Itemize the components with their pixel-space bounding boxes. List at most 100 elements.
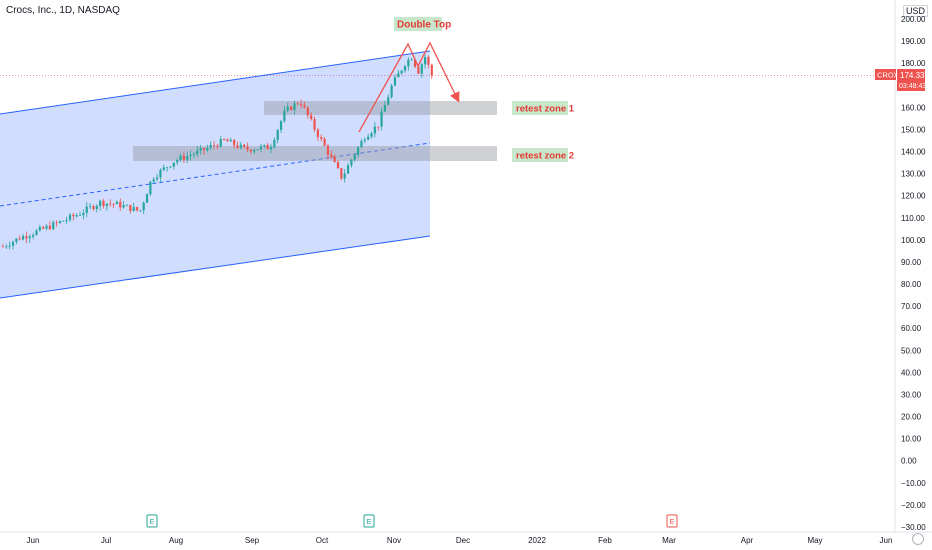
candle-body (156, 177, 159, 180)
candle-body (326, 145, 330, 155)
y-tick-label: −20.00 (901, 501, 926, 510)
settings-icon[interactable] (912, 533, 924, 545)
candle-body (152, 179, 155, 182)
candle-body (45, 225, 48, 229)
candle-body (370, 133, 373, 137)
candle-body (383, 104, 386, 112)
candle-body (38, 227, 41, 231)
currency-label[interactable]: USD (902, 5, 928, 17)
candle-body (78, 215, 82, 216)
candle-body (363, 139, 366, 142)
candle-body (18, 238, 21, 240)
candle-body (424, 57, 427, 65)
candle-body (313, 119, 316, 130)
candle-body (336, 162, 340, 169)
candle-body (35, 230, 38, 235)
y-tick-label: 130.00 (901, 170, 926, 179)
candle-body (249, 149, 252, 152)
candle-body (92, 206, 95, 210)
y-tick-label: 110.00 (901, 214, 925, 223)
candle-body (169, 166, 172, 168)
candle-body (28, 236, 31, 239)
y-tick-label: 10.00 (901, 435, 922, 444)
candle-body (142, 202, 145, 211)
candle-body (256, 149, 259, 151)
candle-body (387, 97, 390, 105)
candle-body (48, 225, 51, 230)
candle-body (189, 155, 192, 157)
candle-body (149, 181, 152, 195)
candle-body (259, 146, 263, 150)
candle-body (202, 147, 206, 151)
candle-body (273, 139, 276, 148)
candle-body (323, 138, 326, 146)
y-tick-label: 80.00 (901, 280, 922, 289)
double-top-label: Double Top (397, 20, 451, 31)
candle-body (413, 59, 417, 67)
channel-lower-line[interactable] (0, 235, 431, 299)
candle-body (296, 103, 299, 105)
time-axis[interactable]: Jun Jul Aug Sep Oct Nov Dec 2022 Feb Mar Apr May Jun (27, 536, 893, 545)
candle-body (243, 144, 246, 147)
candle-body (340, 168, 343, 179)
retest-zone-1-rect[interactable] (264, 101, 497, 115)
candle-body (373, 126, 376, 134)
candle-body (306, 107, 309, 116)
candle-body (407, 59, 410, 67)
candle-body (68, 214, 72, 220)
y-tick-label: 160.00 (901, 103, 926, 112)
candle-body (410, 59, 413, 61)
y-tick-label: 30.00 (901, 390, 922, 399)
channel-median-line[interactable] (0, 142, 431, 207)
candle-body (400, 70, 403, 74)
earnings-marker[interactable] (666, 514, 678, 528)
candle-body (233, 139, 236, 146)
x-tick-label: Nov (387, 536, 401, 545)
y-tick-label: 140.00 (901, 148, 926, 157)
channel-upper-line[interactable] (0, 50, 431, 115)
candle-body (303, 105, 306, 108)
candle-body (129, 205, 132, 212)
chart-title: Crocs, Inc., 1D, NASDAQ (6, 5, 120, 16)
candle-body (65, 219, 68, 222)
candle-body (99, 200, 102, 206)
candle-body (162, 167, 165, 170)
y-tick-label: 200.00 (901, 15, 926, 24)
candle-body (32, 234, 35, 237)
candle-body (102, 200, 105, 207)
symbol-tag-text: CROX (877, 71, 899, 80)
y-tick-label: 100.00 (901, 236, 926, 245)
earnings-marker[interactable] (146, 514, 158, 528)
candle-body (350, 159, 353, 166)
candle-body (172, 162, 175, 167)
candle-body (420, 64, 423, 74)
candle-body (353, 154, 356, 160)
x-tick-label: Jun (27, 536, 40, 545)
retest-zone-2-rect[interactable] (133, 146, 497, 161)
price-axis[interactable]: 200.00190.00180.00170.00160.00150.00140.… (901, 15, 926, 532)
candle-body (75, 215, 78, 217)
candle-body (199, 147, 202, 151)
candle-body (72, 214, 75, 217)
candle-body (236, 145, 239, 148)
candle-body (229, 139, 232, 142)
retest-zone-2-label-bg (512, 148, 568, 162)
candle-body (85, 206, 88, 214)
candle-body (11, 241, 15, 246)
candle-body (58, 221, 62, 223)
candle-body (182, 155, 185, 160)
y-tick-label: 180.00 (901, 59, 926, 68)
candle-body (283, 110, 286, 122)
y-tick-label: 50.00 (901, 346, 922, 355)
double-top-path[interactable] (358, 41, 460, 133)
candle-body (159, 169, 162, 178)
candle-body (82, 213, 85, 216)
candle-body (22, 236, 25, 240)
x-tick-label: Feb (598, 536, 612, 545)
candle-body (380, 111, 383, 127)
x-tick-label: Jun (880, 536, 893, 545)
earnings-marker[interactable] (363, 514, 375, 528)
price-tag-countdown: 03:48:43 (899, 83, 926, 90)
